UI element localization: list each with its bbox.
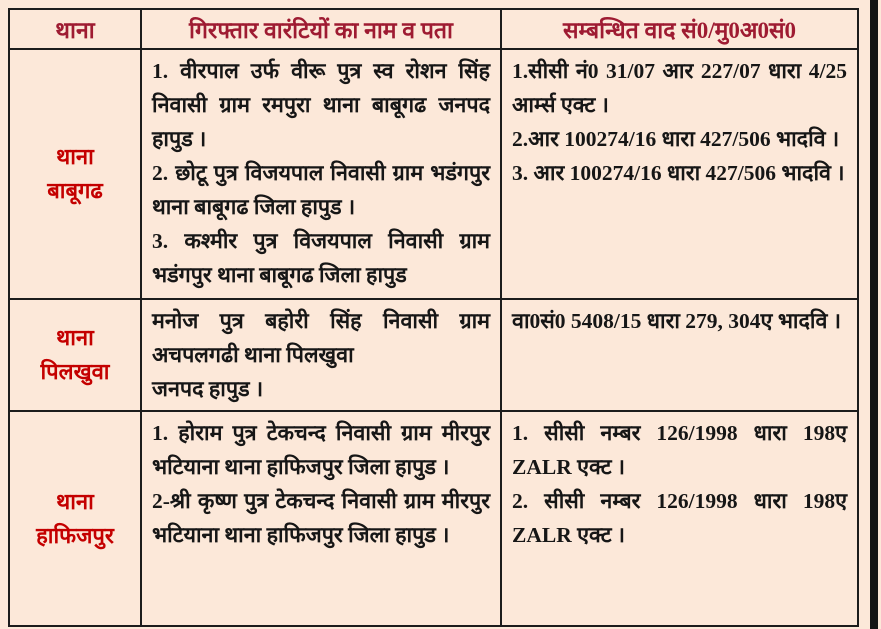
station-word: थाना <box>56 325 94 350</box>
station-word: थाना <box>56 488 94 514</box>
station-name-babugarh: थाना बाबूगढ <box>10 50 142 298</box>
cases-cell-pilkhuwa: वा0सं0 5408/15 धारा 279, 304ए भादवि । <box>502 300 857 410</box>
header-related-case-number: सम्बन्धित वाद सं0/मु0अ0सं0 <box>562 18 796 43</box>
names-cell-babugarh: 1. वीरपाल उर्फ वीरू पुत्र स्व रोशन सिंह … <box>142 50 502 298</box>
station-word: हाफिजपुर <box>36 522 114 548</box>
case-entry: वा0सं0 5408/15 धारा 279, 304ए भादवि । <box>512 309 841 333</box>
station-word: बाबूगढ <box>47 178 103 203</box>
arrestee-entry: 2-श्री कृष्ण पुत्र टेकचन्द निवासी ग्राम … <box>152 489 490 547</box>
arrestee-entry: 1. होराम पुत्र टेकचन्द निवासी ग्राम मीरप… <box>152 421 490 479</box>
station-word: थाना <box>56 144 94 169</box>
case-entry: 1. सीसी नम्बर 126/1998 धारा 198ए ZALR एक… <box>512 421 847 479</box>
table-header-row: थाना गिरफ्तार वारंटियों का नाम व पता सम्… <box>10 10 857 50</box>
scan-edge-bar <box>870 0 878 629</box>
case-entry: 1.सीसी नं0 31/07 आर 227/07 धारा 4/25 आर्… <box>512 59 847 117</box>
table-row-babugarh: थाना बाबूगढ 1. वीरपाल उर्फ वीरू पुत्र स्… <box>10 50 857 300</box>
table-row-pilkhuwa: थाना पिलखुवा मनोज पुत्र बहोरी सिंह निवास… <box>10 300 857 412</box>
station-word: पिलखुवा <box>40 359 110 384</box>
station-name-pilkhuwa: थाना पिलखुवा <box>10 300 142 410</box>
cases-cell-babugarh: 1.सीसी नं0 31/07 आर 227/07 धारा 4/25 आर्… <box>502 50 857 298</box>
case-entry: 2. सीसी नम्बर 126/1998 धारा 198ए ZALR एक… <box>512 489 847 547</box>
warrant-table: थाना गिरफ्तार वारंटियों का नाम व पता सम्… <box>8 8 859 627</box>
case-entry: 3. आर 100274/16 धारा 427/506 भादवि । <box>512 161 845 185</box>
arrestee-entry: 1. वीरपाल उर्फ वीरू पुत्र स्व रोशन सिंह … <box>152 59 490 151</box>
names-cell-pilkhuwa: मनोज पुत्र बहोरी सिंह निवासी ग्राम अचपलग… <box>142 300 502 410</box>
cases-cell-hafizpur: 1. सीसी नम्बर 126/1998 धारा 198ए ZALR एक… <box>502 412 857 625</box>
case-entry: 2.आर 100274/16 धारा 427/506 भादवि । <box>512 127 840 151</box>
table-row-hafizpur: थाना हाफिजपुर 1. होराम पुत्र टेकचन्द निव… <box>10 412 857 625</box>
arrestee-entry: 2. छोटू पुत्र विजयपाल निवासी ग्राम भडंगप… <box>152 161 490 219</box>
arrestee-entry: मनोज पुत्र बहोरी सिंह निवासी ग्राम अचपलग… <box>152 309 490 367</box>
names-cell-hafizpur: 1. होराम पुत्र टेकचन्द निवासी ग्राम मीरप… <box>142 412 502 625</box>
header-station: थाना <box>10 10 142 48</box>
arrestee-entry: जनपद हापुड । <box>152 377 264 401</box>
arrestee-entry: 3. कश्मीर पुत्र विजयपाल निवासी ग्राम भडं… <box>152 229 490 287</box>
station-name-hafizpur: थाना हाफिजपुर <box>10 412 142 625</box>
header-arrested-name-address: गिरफ्तार वारंटियों का नाम व पता <box>142 10 502 48</box>
